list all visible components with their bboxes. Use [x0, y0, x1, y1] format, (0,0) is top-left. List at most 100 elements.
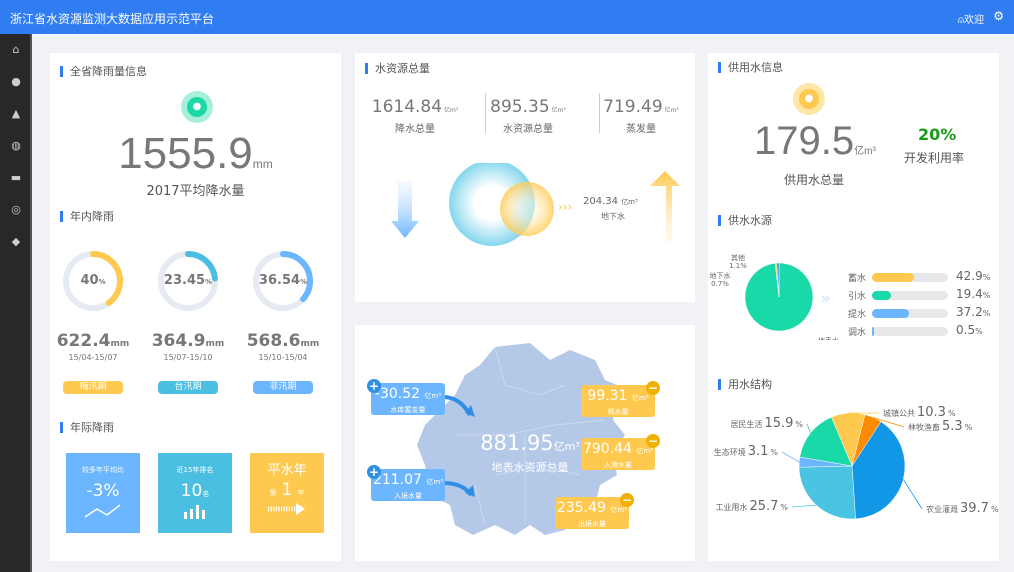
- panel-title: 水资源总量: [365, 63, 430, 74]
- outflow-box: 99.31 亿m³ 耗水量: [581, 385, 655, 417]
- section-title: 供水水源: [718, 215, 772, 226]
- sidebar: ⌂ ● ▲ ◍ ▬ ◎ ◆: [0, 34, 32, 572]
- water-cycle-graphic: ›››: [391, 163, 680, 246]
- bar-fill: [872, 309, 909, 318]
- leader-line: [781, 451, 800, 463]
- section-title: 用水结构: [718, 379, 772, 390]
- evaporation-arrow-icon: [650, 171, 680, 243]
- bar-fill: [872, 273, 915, 282]
- tile-flat-year: 平水年 第 1 年: [250, 453, 324, 533]
- surface-water-map-panel: 881.95亿m³ 地表水资源总量 -30.52 亿m³ 水库蓄变量 +211.07…: [355, 325, 695, 561]
- source-pie-label: 其他: [731, 253, 745, 262]
- ring-percent: 23.45%: [163, 273, 213, 288]
- supply-total: 179.5亿m³: [754, 119, 876, 163]
- groundwater-label: 地下水: [601, 212, 625, 221]
- bar-chart-icon: [184, 505, 205, 519]
- ring-percent: 40%: [80, 273, 106, 288]
- period-tag[interactable]: 台汛期: [158, 381, 218, 394]
- app-title: 浙江省水资源监测大数据应用示范平台: [10, 12, 215, 26]
- bar-track: [872, 273, 948, 282]
- inflow-box: -30.52 亿m³ 水库蓄变量: [371, 383, 445, 415]
- resource-stat: 895.35 亿m³: [490, 97, 566, 117]
- panel-title: 供用水信息: [718, 62, 783, 73]
- usage-pie-label: 农业灌溉 39.7%: [926, 501, 999, 516]
- bar-fill: [872, 291, 892, 300]
- period-range: 15/04-15/07: [68, 353, 118, 362]
- export-icon[interactable]: ◆: [11, 235, 21, 248]
- usage-pie-label: 城镇公共 10.3%: [883, 405, 956, 420]
- water-drop-icon[interactable]: ●: [11, 75, 21, 88]
- leader-line: [902, 479, 923, 510]
- source-bar-row: 引水 19.4%: [848, 287, 991, 302]
- bar-track: [872, 327, 948, 336]
- source-pie-pct: 1.1%: [729, 262, 747, 270]
- ring-progress: [253, 251, 313, 311]
- source-pie-label: 地表水: [818, 336, 839, 340]
- surface-water-total: 881.95亿m³: [480, 431, 580, 455]
- outflow-box: 235.49 亿m³ 出境水量: [555, 497, 629, 529]
- gear-icon[interactable]: ⚙: [993, 9, 1004, 23]
- bar-fill: [872, 327, 874, 336]
- flask-icon[interactable]: ▲: [11, 107, 21, 120]
- leader-line: [791, 504, 817, 508]
- leader-line: [806, 423, 811, 434]
- ring-progress: [63, 251, 123, 311]
- home-icon[interactable]: ⌂: [12, 43, 20, 56]
- precipitation-arrow-icon: [391, 181, 419, 238]
- period-tag[interactable]: 梅汛期: [63, 381, 123, 394]
- pie-slice-usage-5[interactable]: [799, 416, 853, 467]
- ring-chart: [158, 251, 218, 311]
- period-range: 15/10-15/04: [258, 353, 308, 362]
- source-bar-row: 调水 0.5%: [848, 323, 983, 338]
- globe-icon[interactable]: ◍: [11, 139, 21, 152]
- resource-stat-label: 降水总量: [395, 124, 435, 135]
- bar-track: [872, 291, 948, 300]
- resource-stat-label: 蒸发量: [626, 124, 656, 135]
- usage-pie-label: 居民生活 15.9%: [730, 416, 803, 431]
- pie-slice-usage-3[interactable]: [798, 465, 856, 520]
- outflow-box: 790.44 亿m³ 入海水量: [581, 438, 655, 470]
- development-rate-label: 开发利用率: [904, 151, 965, 165]
- annual-rainfall: 1555.9mm: [118, 129, 273, 178]
- factory-icon[interactable]: ▬: [10, 171, 22, 184]
- ring-chart: [63, 251, 123, 311]
- period-rainfall: 568.6mm: [246, 331, 320, 351]
- groundwater-circle: [500, 182, 554, 236]
- groundwater-value: 204.34 亿m³: [583, 196, 638, 207]
- double-chevron-icon: »: [820, 288, 832, 309]
- divider: [599, 93, 600, 133]
- period-range: 15/07-15/10: [163, 353, 213, 362]
- source-bar-row: 提水 37.2%: [848, 305, 991, 320]
- leader-line: [873, 417, 905, 428]
- period-tag[interactable]: 非汛期: [253, 381, 313, 394]
- usage-pie-label: 工业用水 25.7%: [715, 499, 788, 514]
- usage-pie-label: 生态环境 3.1%: [714, 444, 779, 459]
- resource-stat: 1614.84 亿m³: [371, 97, 459, 117]
- plus-icon: +: [367, 379, 381, 393]
- user-icon: ⍝: [958, 15, 964, 26]
- bar-track: [872, 309, 948, 318]
- source-bar-row: 蓄水 42.9%: [848, 269, 991, 284]
- minus-icon: −: [620, 493, 634, 507]
- development-rate: 20%: [918, 125, 957, 144]
- supply-total-label: 供用水总量: [784, 173, 845, 187]
- pie-slice-source-2[interactable]: [776, 262, 780, 298]
- resource-stat-label: 水资源总量: [503, 124, 553, 135]
- period-rainfall: 622.4mm: [56, 331, 130, 351]
- surface-water-label: 地表水资源总量: [491, 461, 569, 474]
- ring-chart: [253, 251, 313, 311]
- gauge-icon[interactable]: ◎: [11, 203, 21, 216]
- annual-rainfall-label: 2017平均降水量: [146, 184, 245, 199]
- pie-slice-usage-2[interactable]: [851, 421, 906, 520]
- plus-icon: +: [367, 465, 381, 479]
- tile-rank: 近15年排名 10名: [158, 453, 232, 533]
- period-rainfall: 364.9mm: [151, 331, 225, 351]
- rainfall-panel: 全省降雨量信息 ● 1555.9mm 2017平均降水量 年内降雨 40% 62…: [50, 53, 341, 561]
- source-pie-label: 地下水: [710, 271, 731, 280]
- welcome-text: 欢迎: [964, 15, 984, 26]
- divider: [485, 93, 486, 133]
- user-menu[interactable]: ⍝欢迎: [958, 11, 984, 26]
- svg-text:›››: ›››: [558, 200, 572, 214]
- ring-percent: 36.54%: [258, 273, 308, 288]
